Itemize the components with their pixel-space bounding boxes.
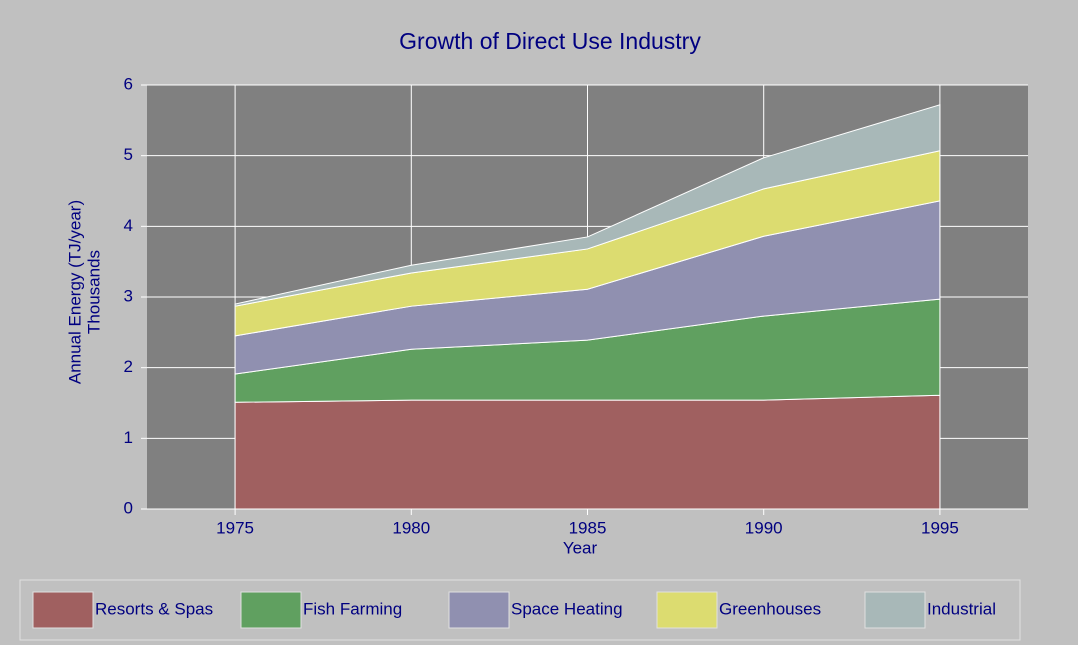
y-tick-label: 3 (124, 286, 133, 305)
legend-label: Industrial (927, 599, 996, 618)
area (234, 104, 941, 307)
x-tick-label: 1985 (569, 518, 607, 537)
x-tick-label: 1990 (745, 518, 783, 537)
y-tick-label: 1 (124, 428, 133, 447)
x-tick-label: 1980 (392, 518, 430, 537)
legend-swatch (240, 591, 302, 629)
legend-label: Resorts & Spas (95, 599, 213, 618)
x-axis-label: Year (563, 538, 598, 557)
y-tick-label: 2 (124, 357, 133, 376)
chart-title: Growth of Direct Use Industry (399, 28, 701, 54)
y-axis-sublabel: Thousands (84, 250, 103, 334)
y-tick-label: 6 (124, 74, 133, 93)
legend-swatch (864, 591, 926, 629)
x-tick-label: 1975 (216, 518, 254, 537)
legend-swatch (656, 591, 718, 629)
y-axis-label: Annual Energy (TJ/year) (65, 200, 84, 384)
legend-box (19, 579, 1021, 641)
x-tick-label: 1995 (921, 518, 959, 537)
y-tick-label: 0 (124, 498, 133, 517)
y-tick-label: 5 (124, 145, 133, 164)
legend-label: Fish Farming (303, 599, 402, 618)
legend-label: Space Heating (511, 599, 623, 618)
legend-swatch (448, 591, 510, 629)
legend-swatch (32, 591, 94, 629)
area (234, 394, 941, 510)
legend-label: Greenhouses (719, 599, 821, 618)
y-tick-label: 4 (124, 216, 133, 235)
